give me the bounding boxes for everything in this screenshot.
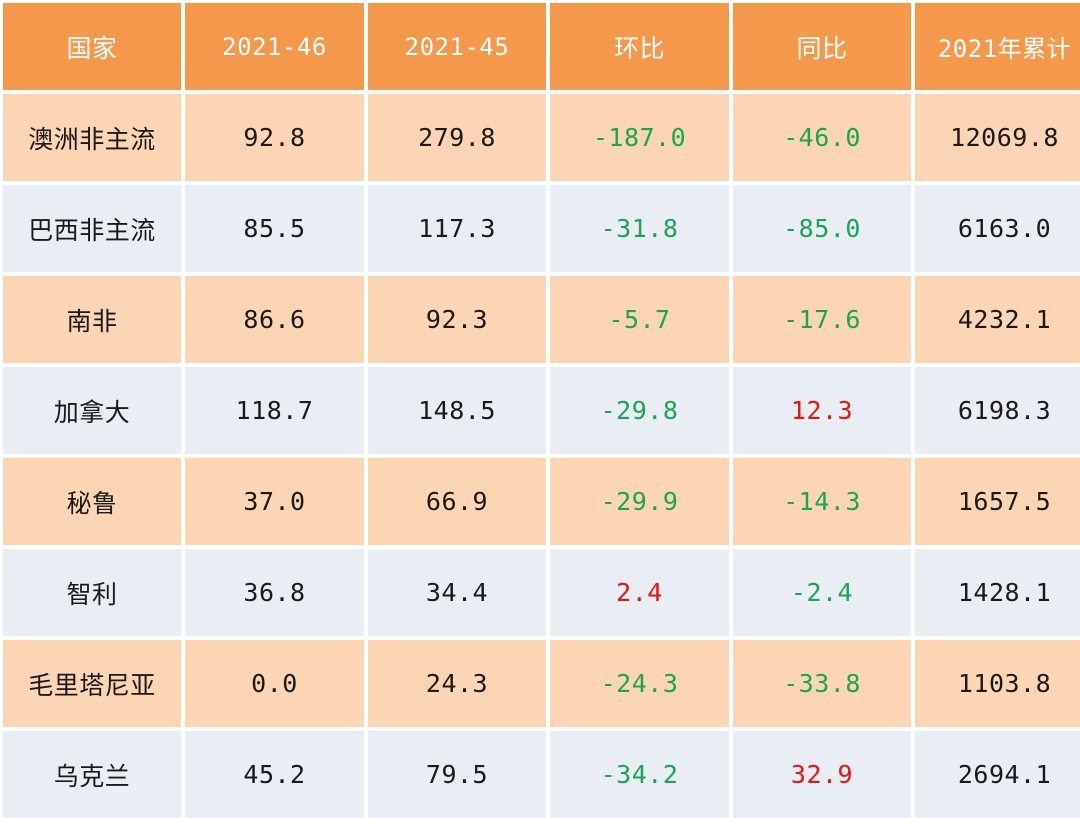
cell-week-on-week: -187.0 [550, 94, 729, 181]
cell-ytd: 2694.1 [915, 731, 1080, 818]
cell-ytd: 4232.1 [915, 276, 1080, 363]
header-week-46: 2021-46 [185, 3, 364, 90]
cell-week-46: 37.0 [185, 458, 364, 545]
cell-ytd: 1103.8 [915, 640, 1080, 727]
cell-ytd: 1428.1 [915, 549, 1080, 636]
cell-week-46: 92.8 [185, 94, 364, 181]
cell-week-on-week: 2.4 [550, 549, 729, 636]
cell-country: 毛里塔尼亚 [3, 640, 181, 727]
cell-year-on-year: -17.6 [733, 276, 911, 363]
cell-week-45: 24.3 [368, 640, 546, 727]
cell-week-45: 92.3 [368, 276, 546, 363]
header-country: 国家 [3, 3, 181, 90]
cell-week-on-week: -29.8 [550, 367, 729, 454]
cell-week-45: 79.5 [368, 731, 546, 818]
cell-year-on-year: -2.4 [733, 549, 911, 636]
cell-year-on-year: 12.3 [733, 367, 911, 454]
cell-week-on-week: -31.8 [550, 185, 729, 272]
cell-year-on-year: -33.8 [733, 640, 911, 727]
cell-week-45: 34.4 [368, 549, 546, 636]
cell-week-on-week: -29.9 [550, 458, 729, 545]
cell-ytd: 6163.0 [915, 185, 1080, 272]
header-year-on-year: 同比 [733, 3, 911, 90]
data-table: 国家 2021-46 2021-45 环比 同比 2021年累计 澳洲非主流 9… [3, 3, 1080, 818]
cell-week-45: 66.9 [368, 458, 546, 545]
header-week-on-week: 环比 [550, 3, 729, 90]
cell-week-46: 45.2 [185, 731, 364, 818]
cell-week-on-week: -24.3 [550, 640, 729, 727]
cell-year-on-year: -46.0 [733, 94, 911, 181]
cell-week-on-week: -34.2 [550, 731, 729, 818]
cell-country: 巴西非主流 [3, 185, 181, 272]
cell-country: 乌克兰 [3, 731, 181, 818]
cell-week-46: 118.7 [185, 367, 364, 454]
cell-country: 秘鲁 [3, 458, 181, 545]
cell-ytd: 6198.3 [915, 367, 1080, 454]
header-ytd: 2021年累计 [915, 3, 1080, 90]
cell-country: 加拿大 [3, 367, 181, 454]
cell-ytd: 1657.5 [915, 458, 1080, 545]
cell-year-on-year: -14.3 [733, 458, 911, 545]
cell-country: 南非 [3, 276, 181, 363]
cell-year-on-year: -85.0 [733, 185, 911, 272]
header-week-45: 2021-45 [368, 3, 546, 90]
cell-ytd: 12069.8 [915, 94, 1080, 181]
cell-country: 智利 [3, 549, 181, 636]
cell-country: 澳洲非主流 [3, 94, 181, 181]
cell-week-45: 279.8 [368, 94, 546, 181]
cell-week-46: 0.0 [185, 640, 364, 727]
cell-week-46: 36.8 [185, 549, 364, 636]
cell-week-46: 85.5 [185, 185, 364, 272]
cell-week-on-week: -5.7 [550, 276, 729, 363]
cell-year-on-year: 32.9 [733, 731, 911, 818]
cell-week-45: 148.5 [368, 367, 546, 454]
cell-week-46: 86.6 [185, 276, 364, 363]
cell-week-45: 117.3 [368, 185, 546, 272]
